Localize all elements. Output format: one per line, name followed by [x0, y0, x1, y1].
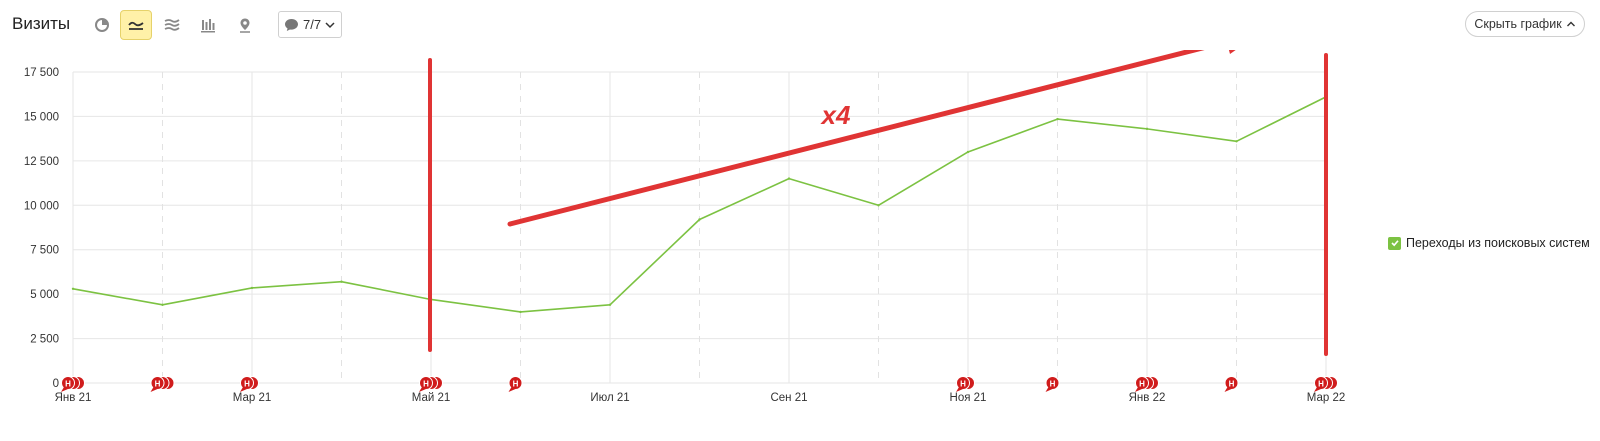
bar-chart-button[interactable] [192, 10, 224, 40]
event-marker-label: H [513, 380, 519, 389]
event-marker-label: H [423, 380, 429, 389]
event-marker-tail [61, 387, 68, 392]
data-point [877, 204, 880, 207]
event-marker-tail [1135, 387, 1142, 392]
legend-label: Переходы из поисковых систем [1406, 236, 1590, 250]
annotation-label: x4 [820, 100, 851, 130]
map-button[interactable] [229, 10, 261, 40]
x-tick-label: Мар 21 [233, 392, 272, 404]
event-marker-tail [1045, 387, 1053, 392]
event-marker-label: H [155, 380, 161, 389]
legend: Переходы из поисковых систем [1388, 236, 1590, 250]
event-marker-tail [240, 387, 247, 392]
bar-chart-icon [201, 19, 215, 33]
area-chart-button[interactable] [156, 10, 188, 40]
data-point [698, 218, 701, 221]
event-marker-tail [1224, 387, 1232, 392]
chevron-down-icon [325, 21, 335, 28]
x-tick-label: Май 21 [412, 392, 451, 404]
y-tick-label: 0 [53, 378, 59, 390]
data-point [250, 286, 254, 290]
data-point [519, 310, 522, 314]
event-marker-label: H [1229, 380, 1235, 389]
event-marker [150, 376, 165, 390]
x-tick-label: Ноя 21 [950, 392, 987, 404]
event-marker [1224, 376, 1239, 390]
y-tick-label: 17 500 [24, 67, 59, 79]
event-marker [508, 376, 523, 390]
line-chart-icon [128, 21, 144, 30]
annotation-arrow-head [1228, 50, 1236, 54]
y-tick-label: 7 500 [30, 245, 59, 257]
event-marker [240, 376, 254, 390]
data-point [161, 303, 164, 307]
data-point [787, 177, 791, 180]
y-tick-label: 5 000 [30, 289, 59, 301]
data-point [1056, 117, 1059, 121]
comment-icon [285, 18, 298, 31]
event-marker [1045, 376, 1060, 390]
comments-filter-button[interactable]: 7/7 [278, 11, 342, 38]
data-point [1145, 127, 1149, 131]
map-pin-icon [240, 18, 250, 33]
event-marker-tail [419, 387, 426, 392]
event-marker-label: H [960, 380, 966, 389]
x-tick-label: Янв 22 [1129, 392, 1166, 404]
event-marker [1314, 376, 1328, 390]
pie-chart-button[interactable] [86, 10, 118, 40]
x-tick-label: Янв 21 [55, 392, 92, 404]
y-tick-label: 12 500 [24, 156, 59, 168]
data-point [1235, 140, 1238, 143]
event-marker-label: H [65, 380, 71, 389]
event-marker [61, 376, 75, 390]
visits-line-chart: 0 2 500 5 000 7 500 10 000 12 500 15 000 17 500… [24, 50, 1346, 404]
event-marker [419, 376, 433, 390]
event-marker [1135, 376, 1149, 390]
event-marker-tail [508, 387, 516, 392]
x-tick-label: Июл 21 [590, 392, 629, 404]
hide-chart-button[interactable]: Скрыть график [1465, 11, 1585, 37]
event-marker-tail [1314, 387, 1321, 392]
event-marker-label: H [1318, 380, 1324, 389]
data-point [71, 287, 75, 291]
check-icon [1390, 240, 1399, 247]
y-tick-label: 2 500 [30, 334, 59, 346]
event-marker-label: H [244, 380, 250, 389]
pie-chart-icon [95, 18, 109, 32]
data-point [340, 280, 343, 283]
event-marker-tail [956, 387, 963, 392]
area-chart-icon [164, 19, 180, 31]
event-marker [956, 376, 970, 390]
data-point [608, 303, 612, 307]
x-tick-label: Мар 22 [1307, 392, 1346, 404]
line-chart-button[interactable] [120, 10, 152, 40]
x-tick-label: Сен 21 [770, 392, 807, 404]
annotation-arrow-shaft [507, 50, 1205, 227]
legend-checkbox[interactable] [1388, 236, 1401, 250]
y-tick-label: 10 000 [24, 200, 59, 212]
event-marker-label: H [1139, 380, 1145, 389]
chart-toolbar: Визиты [0, 0, 1600, 50]
hide-chart-label: Скрыть график [1474, 17, 1562, 31]
y-tick-label: 15 000 [24, 111, 59, 123]
event-marker-tail [150, 387, 158, 392]
comments-count: 7/7 [303, 17, 322, 32]
page-title: Визиты [12, 14, 71, 33]
data-point [966, 150, 970, 154]
chevron-up-icon [1566, 21, 1575, 27]
event-marker-label: H [1050, 380, 1056, 389]
